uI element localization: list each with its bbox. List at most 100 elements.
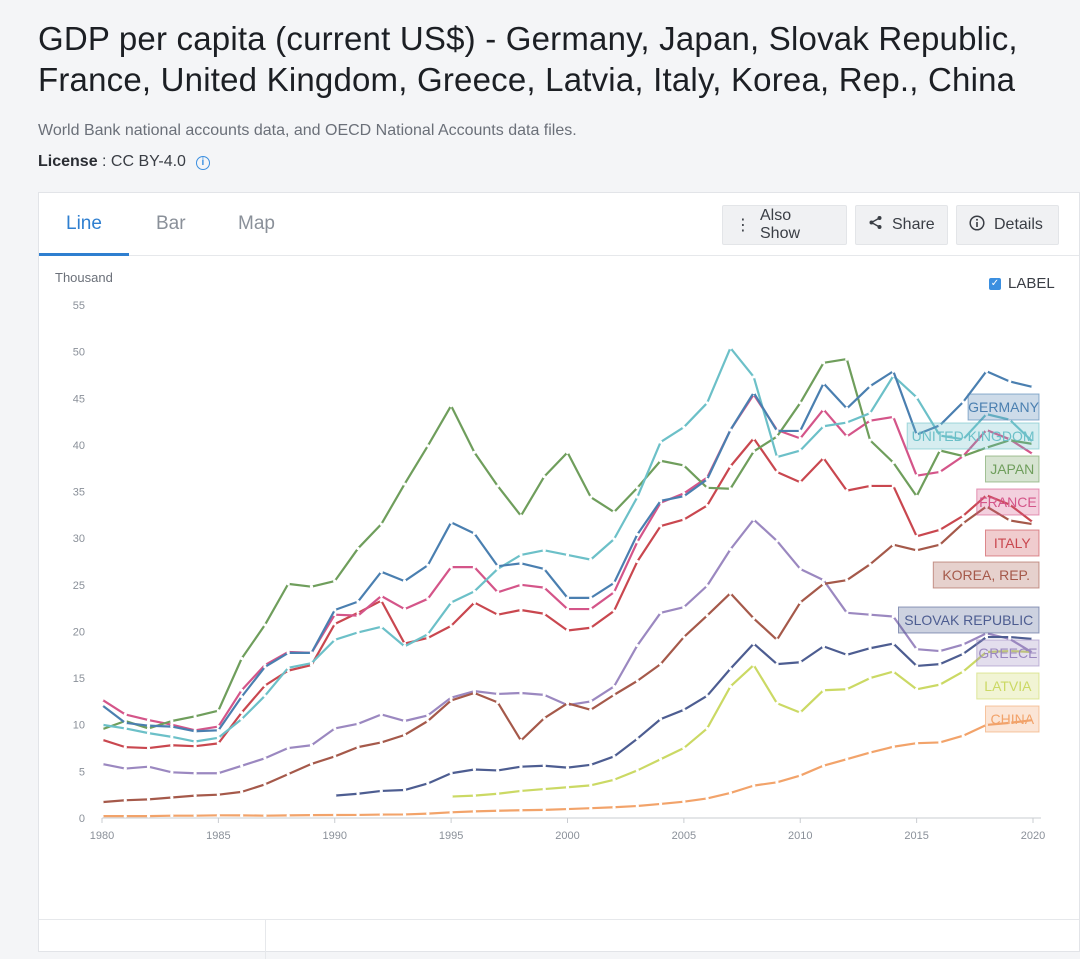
- data-point: [240, 717, 244, 721]
- data-point: [659, 662, 663, 666]
- y-tick-label: 15: [73, 673, 85, 685]
- data-point: [379, 594, 383, 598]
- data-point: [845, 611, 849, 615]
- data-point: [938, 543, 942, 547]
- also-show-button[interactable]: ⋮ Also Show: [722, 205, 847, 245]
- data-point: [356, 792, 360, 796]
- data-point: [333, 638, 337, 642]
- series-germany: [100, 369, 1035, 733]
- data-point: [961, 521, 965, 525]
- data-point: [449, 810, 453, 814]
- data-point: [426, 597, 430, 601]
- series-label-text: SLOVAK REPUBLIC: [904, 612, 1033, 628]
- data-point: [915, 548, 919, 552]
- data-point: [589, 806, 593, 810]
- license-label: License: [38, 153, 98, 170]
- y-tick-label: 35: [73, 487, 85, 499]
- data-point: [915, 687, 919, 691]
- data-point: [705, 503, 709, 508]
- share-button[interactable]: Share: [855, 205, 948, 245]
- data-point: [821, 582, 826, 586]
- series-italy: [100, 436, 1035, 750]
- data-point: [589, 699, 593, 704]
- x-tick-label: 2020: [1021, 830, 1045, 842]
- series-label-text: GERMANY: [968, 399, 1039, 415]
- data-point: [426, 713, 430, 717]
- data-point: [240, 711, 244, 715]
- data-point: [496, 590, 500, 594]
- data-point: [635, 532, 639, 537]
- data-point: [565, 450, 570, 454]
- info-icon[interactable]: i: [195, 156, 210, 170]
- series-japan: [100, 357, 1035, 731]
- data-point: [775, 701, 779, 705]
- data-point: [263, 814, 267, 818]
- series-korea-rep: [100, 504, 1035, 804]
- data-point: [426, 444, 430, 448]
- data-point: [472, 794, 476, 798]
- data-point: [193, 814, 197, 818]
- data-point: [635, 495, 639, 499]
- data-point: [915, 395, 919, 399]
- label-checkbox[interactable]: ✓: [989, 277, 1001, 290]
- data-point: [216, 771, 220, 775]
- data-point: [123, 798, 127, 802]
- data-point: [705, 726, 709, 731]
- data-point: [146, 797, 151, 801]
- data-point: [379, 522, 383, 526]
- data-point: [1031, 452, 1035, 456]
- data-point: [309, 661, 314, 665]
- data-point: [240, 813, 244, 817]
- tab-bar[interactable]: Bar: [156, 213, 186, 234]
- data-point: [286, 772, 290, 776]
- data-point: [216, 741, 220, 745]
- data-point: [868, 646, 872, 650]
- data-point: [728, 428, 733, 432]
- data-point: [542, 716, 546, 720]
- data-point: [705, 486, 709, 490]
- data-point: [472, 565, 476, 569]
- tab-line[interactable]: Line: [66, 213, 102, 234]
- data-point: [752, 449, 756, 454]
- data-point: [565, 785, 570, 789]
- data-point: [682, 517, 686, 522]
- data-point: [798, 401, 802, 405]
- data-point: [635, 643, 639, 648]
- data-point: [728, 487, 733, 491]
- data-point: [519, 514, 523, 518]
- data-point: [496, 792, 500, 796]
- details-button[interactable]: Details: [956, 205, 1059, 245]
- data-point: [938, 740, 942, 745]
- data-point: [775, 539, 779, 543]
- data-point: [798, 567, 802, 571]
- data-point: [565, 701, 570, 705]
- data-point: [961, 734, 965, 738]
- data-point: [216, 736, 220, 740]
- data-point: [845, 406, 849, 411]
- data-point: [286, 813, 290, 817]
- data-point: [263, 623, 267, 627]
- data-point: [193, 794, 197, 798]
- series-label-text: LATVIA: [984, 678, 1032, 694]
- data-point: [752, 784, 756, 788]
- data-point: [496, 564, 500, 568]
- data-point: [1031, 385, 1035, 389]
- data-point: [938, 528, 942, 532]
- data-point: [263, 694, 267, 698]
- data-point: [216, 728, 220, 732]
- data-point: [635, 737, 639, 741]
- data-point: [659, 802, 663, 806]
- data-point: [821, 578, 826, 582]
- tab-map[interactable]: Map: [238, 213, 275, 234]
- data-point: [682, 708, 686, 712]
- data-point: [984, 369, 989, 373]
- data-point: [589, 708, 593, 712]
- label-toggle[interactable]: ✓ LABEL: [989, 275, 1055, 292]
- series-label-box: [932, 561, 1040, 589]
- data-point: [449, 624, 453, 628]
- x-tick-label: 1985: [206, 830, 230, 842]
- active-tab-indicator: [39, 253, 129, 256]
- data-point: [728, 547, 733, 551]
- data-point: [891, 745, 895, 749]
- y-tick-label: 50: [73, 347, 85, 359]
